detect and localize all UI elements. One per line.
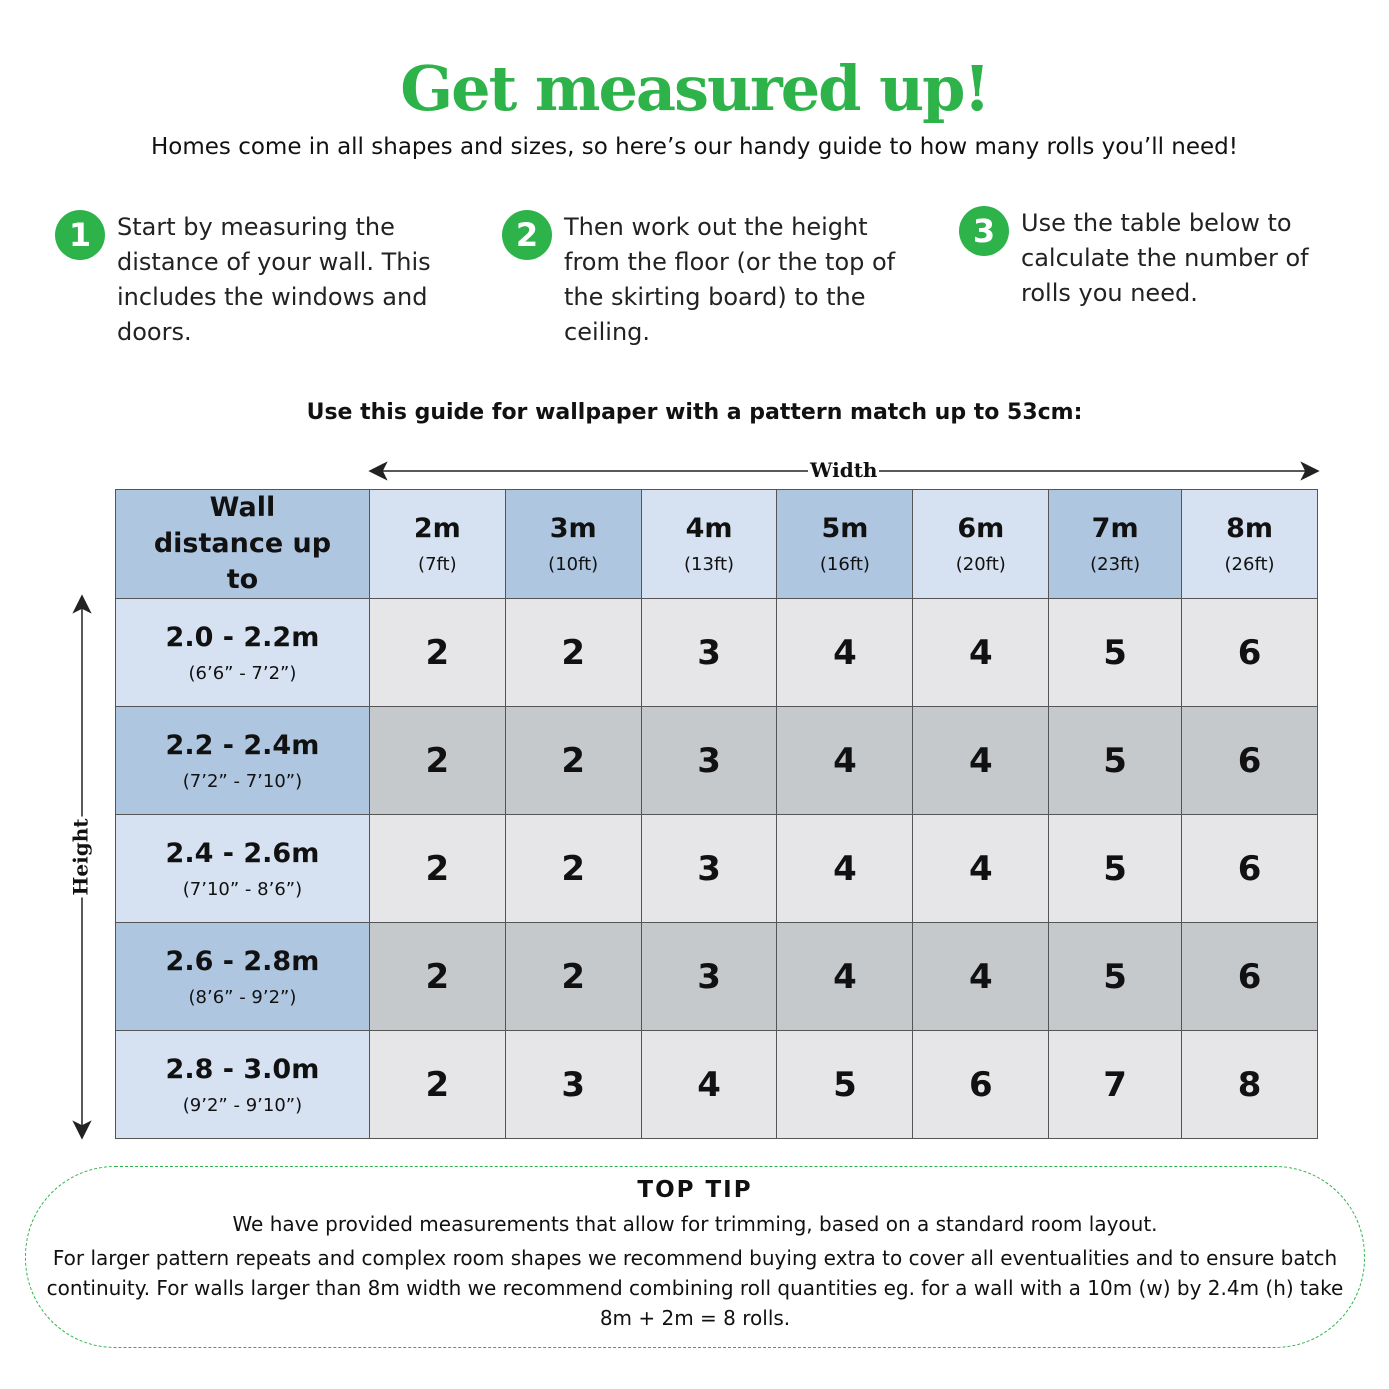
top-tip-line-2: For larger pattern repeats and complex r… (46, 1246, 1344, 1330)
table-row: 2.4 - 2.6m (7’10” - 8’6”) 2 2 3 4 4 5 6 (115, 814, 1318, 923)
step-text: Start by measuring the distance of your … (117, 213, 431, 346)
step-number-badge: 1 (55, 210, 105, 260)
table-row: 2.2 - 2.4m (7’2” - 7’10”) 2 2 3 4 4 5 6 (115, 706, 1318, 815)
rolls-cell: 5 (1048, 598, 1183, 707)
rolls-cell: 6 (912, 1030, 1050, 1139)
step-text: Use the table below to calculate the num… (1021, 209, 1309, 307)
rolls-cell: 7 (1048, 1030, 1183, 1139)
table-row: 2.0 - 2.2m (6’6” - 7’2”) 2 2 3 4 4 5 6 (115, 598, 1318, 707)
table-header-row: Wall distance up to 2m (7ft) 3m (10ft) 4m(… (115, 489, 1318, 599)
column-header: 5m (16ft) (776, 489, 914, 599)
step-number-badge: 3 (959, 206, 1009, 256)
rolls-cell: 4 (776, 922, 914, 1031)
guide-heading: Use this guide for wallpaper with a patt… (306, 400, 1083, 425)
rolls-cell: 2 (504, 814, 642, 923)
top-tip-heading: TOP TIP (637, 1177, 753, 1203)
rolls-cell: 2 (368, 922, 506, 1031)
step-1: 1 Start by measuring the distance of you… (55, 210, 445, 350)
subtitle: Homes come in all shapes and sizes, so h… (151, 134, 1238, 160)
rolls-cell: 4 (912, 922, 1050, 1031)
rolls-cell: 3 (640, 598, 778, 707)
column-header: 8m (26ft) (1181, 489, 1318, 599)
rolls-cell: 4 (640, 1030, 778, 1139)
rolls-cell: 8 (1181, 1030, 1318, 1139)
rolls-cell: 4 (912, 814, 1050, 923)
column-header: 4m (13ft) (640, 489, 778, 599)
rolls-cell: 6 (1181, 706, 1318, 815)
top-tip-line-1: We have provided measurements that allow… (232, 1212, 1158, 1236)
step-text: Then work out the height from the floor … (564, 213, 896, 346)
row-header: 2.6 - 2.8m (8’6” - 9’2”) (115, 922, 370, 1031)
rolls-cell: 5 (1048, 706, 1183, 815)
rolls-cell: 2 (504, 706, 642, 815)
rolls-cell: 2 (504, 922, 642, 1031)
rolls-cell: 3 (640, 922, 778, 1031)
row-header: 2.4 - 2.6m (7’10” - 8’6”) (115, 814, 370, 923)
rolls-cell: 4 (776, 814, 914, 923)
table-row: 2.8 - 3.0m (9’2” - 9’10”) 2 3 4 5 6 7 8 (115, 1030, 1318, 1139)
column-header: 7m (23ft) (1048, 489, 1183, 599)
column-header: 3m (10ft) (504, 489, 642, 599)
rolls-table: Wall distance up to 2m (7ft) 3m (10ft) 4m(… (115, 489, 1318, 1139)
step-3: 3 Use the table below to calculate the n… (959, 206, 1319, 311)
rolls-cell: 3 (640, 706, 778, 815)
rolls-cell: 5 (1048, 814, 1183, 923)
rolls-cell: 6 (1181, 922, 1318, 1031)
rolls-cell: 3 (640, 814, 778, 923)
column-header: 2m (7ft) (368, 489, 506, 599)
rolls-cell: 4 (776, 706, 914, 815)
rolls-cell: 6 (1181, 598, 1318, 707)
rolls-cell: 3 (504, 1030, 642, 1139)
height-axis-label: Height (68, 816, 93, 898)
rolls-cell: 2 (368, 1030, 506, 1139)
row-header: 2.8 - 3.0m (9’2” - 9’10”) (115, 1030, 370, 1139)
rolls-cell: 2 (368, 706, 506, 815)
rolls-cell: 2 (368, 598, 506, 707)
top-tip-box: TOP TIP We have provided measurements th… (25, 1166, 1365, 1348)
step-2: 2 Then work out the height from the floo… (502, 210, 902, 350)
page-title: Get measured up! (400, 52, 991, 125)
corner-header: Wall distance up to (115, 489, 370, 599)
rolls-cell: 4 (776, 598, 914, 707)
step-number-badge: 2 (502, 210, 552, 260)
rolls-cell: 5 (1048, 922, 1183, 1031)
column-header: 6m (20ft) (912, 489, 1050, 599)
row-header: 2.0 - 2.2m (6’6” - 7’2”) (115, 598, 370, 707)
rolls-cell: 5 (776, 1030, 914, 1139)
table-row: 2.6 - 2.8m (8’6” - 9’2”) 2 2 3 4 4 5 6 (115, 922, 1318, 1031)
row-header: 2.2 - 2.4m (7’2” - 7’10”) (115, 706, 370, 815)
rolls-cell: 2 (504, 598, 642, 707)
rolls-cell: 4 (912, 706, 1050, 815)
rolls-cell: 6 (1181, 814, 1318, 923)
rolls-cell: 4 (912, 598, 1050, 707)
rolls-cell: 2 (368, 814, 506, 923)
width-axis-label: Width (808, 458, 880, 482)
